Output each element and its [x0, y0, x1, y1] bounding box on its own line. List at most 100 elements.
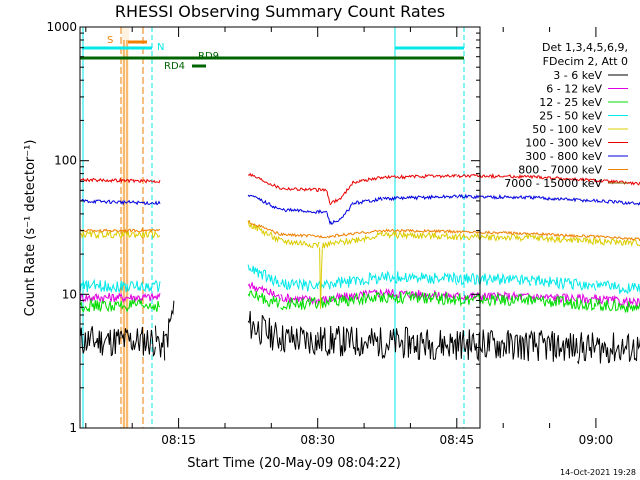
series-7-segment	[530, 195, 597, 203]
x-tick-label: 09:00	[579, 433, 614, 447]
flags-layer: S N RD4 RD9	[80, 35, 464, 72]
series-4	[79, 264, 640, 295]
legend-label-9: 7000 - 15000 keV	[504, 177, 602, 190]
series-6	[79, 172, 640, 206]
series-1	[79, 300, 640, 365]
x-axis-label: Start Time (20-May-09 08:04:22)	[187, 456, 401, 471]
series-1-segment	[409, 329, 504, 362]
flag-vertical-lines	[82, 27, 465, 428]
rd4-flag-label: RD4	[164, 61, 185, 72]
series-7	[80, 193, 640, 225]
legend-label-1: 3 - 6 keV	[553, 69, 602, 82]
series-1-segment	[280, 325, 319, 356]
series-2-segment	[247, 282, 281, 300]
series-4-segment	[247, 264, 281, 288]
legend-header-line-2: FDecim 2, Att 0	[543, 55, 628, 68]
series-8-segment	[530, 231, 597, 239]
chart-title: RHESSI Observing Summary Count Rates	[115, 2, 445, 21]
series-3-segment	[456, 292, 532, 307]
series-1-segment	[247, 311, 282, 351]
series-6-segment	[340, 181, 354, 200]
series-3-segment	[79, 298, 161, 313]
x-tick-label: 08:45	[440, 433, 475, 447]
series-6-segment	[247, 172, 281, 190]
y-tick-label: 1000	[46, 20, 77, 34]
series-3-segment	[247, 290, 281, 308]
generation-timestamp: 14-Oct-2021 19:28	[560, 468, 636, 477]
legend-label-8: 800 - 7000 keV	[518, 164, 602, 177]
series-4-segment	[79, 278, 161, 294]
series-7-segment	[382, 194, 458, 202]
attenuator-shading	[122, 27, 129, 428]
series-6-segment	[329, 197, 342, 206]
legend-label-5: 50 - 100 keV	[532, 123, 602, 136]
series-6-segment	[326, 190, 331, 204]
y-tick-label: 100	[54, 154, 77, 168]
legend-label-6: 100 - 300 keV	[525, 137, 602, 150]
legend: Det 1,3,4,5,6,9, FDecim 2, Att 0 3 - 6 k…	[504, 41, 628, 190]
series-5-segment	[456, 231, 532, 242]
series-1-segment	[154, 325, 166, 361]
series-2-segment	[595, 294, 640, 308]
series-3-segment	[595, 298, 640, 313]
legend-label-7: 300 - 800 keV	[525, 150, 602, 163]
series-8	[79, 220, 640, 242]
series-5-segment	[321, 231, 384, 249]
series-4-segment	[530, 275, 597, 291]
series-4-segment	[317, 271, 384, 292]
series-8-segment	[456, 229, 532, 236]
series-7-segment	[352, 196, 383, 206]
series-8-segment	[595, 234, 640, 242]
series-6-segment	[79, 177, 161, 184]
series-layer	[79, 172, 640, 365]
series-7-segment	[456, 193, 532, 201]
series-5-segment	[595, 236, 640, 248]
series-5-segment	[280, 237, 320, 249]
y-tick-label: 1	[69, 421, 77, 435]
x-tick-label: 08:30	[300, 433, 335, 447]
series-5-segment	[80, 229, 161, 240]
night-flag-label: N	[157, 42, 164, 53]
series-7-segment	[326, 212, 331, 224]
series-4-segment	[456, 272, 532, 287]
series-4-segment	[595, 280, 640, 295]
series-7-segment	[280, 207, 328, 215]
series-2-segment	[317, 288, 384, 305]
series-6-segment	[280, 186, 328, 193]
series-6-segment	[456, 172, 532, 180]
plot-frame	[79, 26, 481, 429]
series-6-segment	[530, 174, 596, 183]
series-3-segment	[382, 290, 458, 306]
series-7-segment	[329, 217, 342, 225]
series-2	[79, 282, 640, 308]
series-8-segment	[382, 228, 457, 234]
series-7-segment	[247, 194, 281, 210]
series-3	[79, 290, 640, 313]
series-7-segment	[80, 199, 161, 206]
series-8-segment	[280, 232, 328, 239]
series-3-segment	[317, 291, 384, 309]
series-8-segment	[326, 229, 383, 239]
legend-header-line-1: Det 1,3,4,5,6,9,	[542, 41, 628, 54]
series-5-segment	[320, 248, 323, 309]
series-4-segment	[382, 270, 458, 286]
series-7-segment	[340, 201, 354, 219]
series-7-segment	[595, 198, 640, 206]
series-3-segment	[530, 295, 597, 312]
series-1-segment	[576, 332, 640, 365]
legend-label-3: 12 - 25 keV	[539, 96, 602, 109]
series-2-segment	[530, 292, 597, 304]
shaded-interval	[122, 27, 129, 428]
series-3-segment	[280, 296, 319, 311]
legend-label-4: 25 - 50 keV	[539, 110, 602, 123]
series-1-segment	[502, 329, 578, 362]
legend-label-2: 6 - 12 keV	[546, 83, 602, 96]
series-2-segment	[79, 292, 161, 304]
series-1-segment	[317, 325, 411, 359]
series-8-segment	[79, 228, 161, 233]
y-tick-label: 10	[62, 287, 77, 301]
y-axis-label: Count Rate (s⁻¹ detector⁻¹)	[23, 140, 38, 317]
